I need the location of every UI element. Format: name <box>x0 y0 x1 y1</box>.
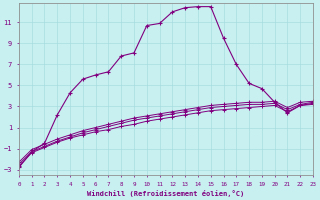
X-axis label: Windchill (Refroidissement éolien,°C): Windchill (Refroidissement éolien,°C) <box>87 190 244 197</box>
